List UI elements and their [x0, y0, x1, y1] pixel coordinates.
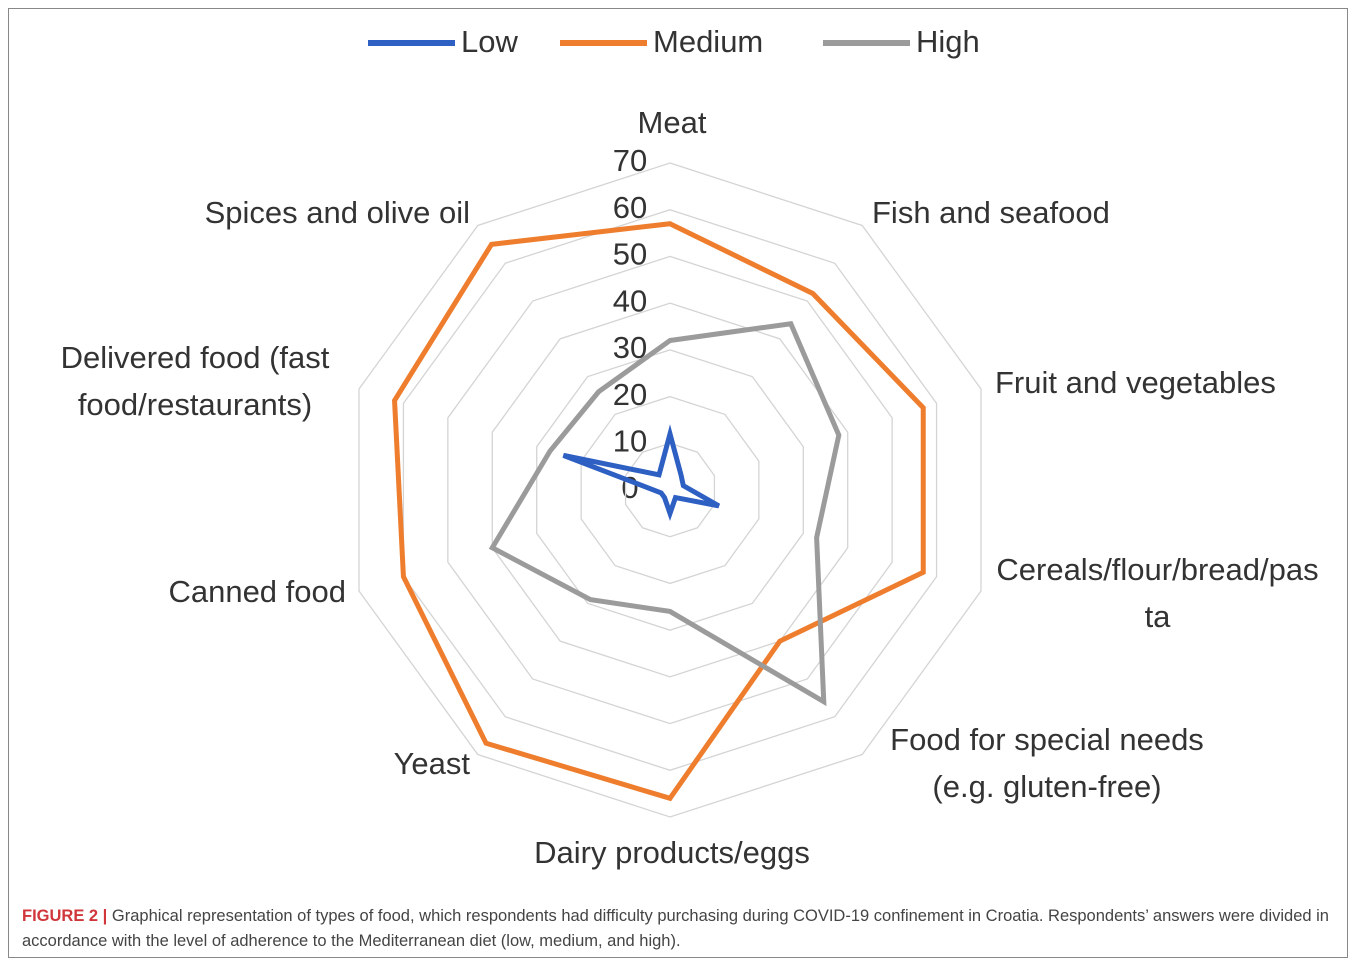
r-tick-label: 10	[613, 423, 647, 458]
grid-ring	[402, 209, 938, 771]
r-tick-label: 20	[613, 377, 647, 412]
legend-label: Medium	[653, 24, 763, 59]
grid-ring	[536, 349, 804, 631]
r-tick-label: 50	[613, 237, 647, 272]
legend-label: Low	[461, 24, 518, 59]
category-label: Meat	[637, 105, 707, 140]
series-line	[392, 221, 926, 802]
category-label: Delivered food (fast food/restaurants)	[60, 340, 330, 422]
category-label: Fish and seafood	[872, 195, 1110, 230]
caption-label: FIGURE 2 |	[22, 907, 108, 925]
category-label: Cereals/flour/bread/pasta	[996, 552, 1319, 634]
grid-ring	[358, 162, 982, 818]
legend-label: High	[916, 24, 980, 59]
category-label: Spices and olive oil	[204, 195, 470, 230]
grid-ring	[491, 302, 849, 678]
r-tick-label: 60	[613, 190, 647, 225]
r-tick-label: 40	[613, 283, 647, 318]
category-label: Yeast	[393, 746, 470, 781]
r-tick-label: 70	[613, 143, 647, 178]
series-line	[562, 424, 721, 521]
caption: FIGURE 2 | Graphical representation of t…	[22, 904, 1342, 954]
chart-frame	[8, 8, 1348, 958]
series-line	[488, 320, 842, 707]
grid-ring	[447, 255, 893, 725]
r-tick-label: 0	[621, 470, 638, 505]
caption-text: Graphical representation of types of foo…	[22, 907, 1329, 950]
category-label: Canned food	[168, 574, 346, 609]
category-label: Food for special needs (e.g. gluten-free…	[890, 722, 1204, 804]
category-label: Dairy products/eggs	[534, 835, 810, 870]
category-label: Fruit and vegetables	[995, 365, 1276, 400]
grid-ring	[580, 395, 760, 585]
